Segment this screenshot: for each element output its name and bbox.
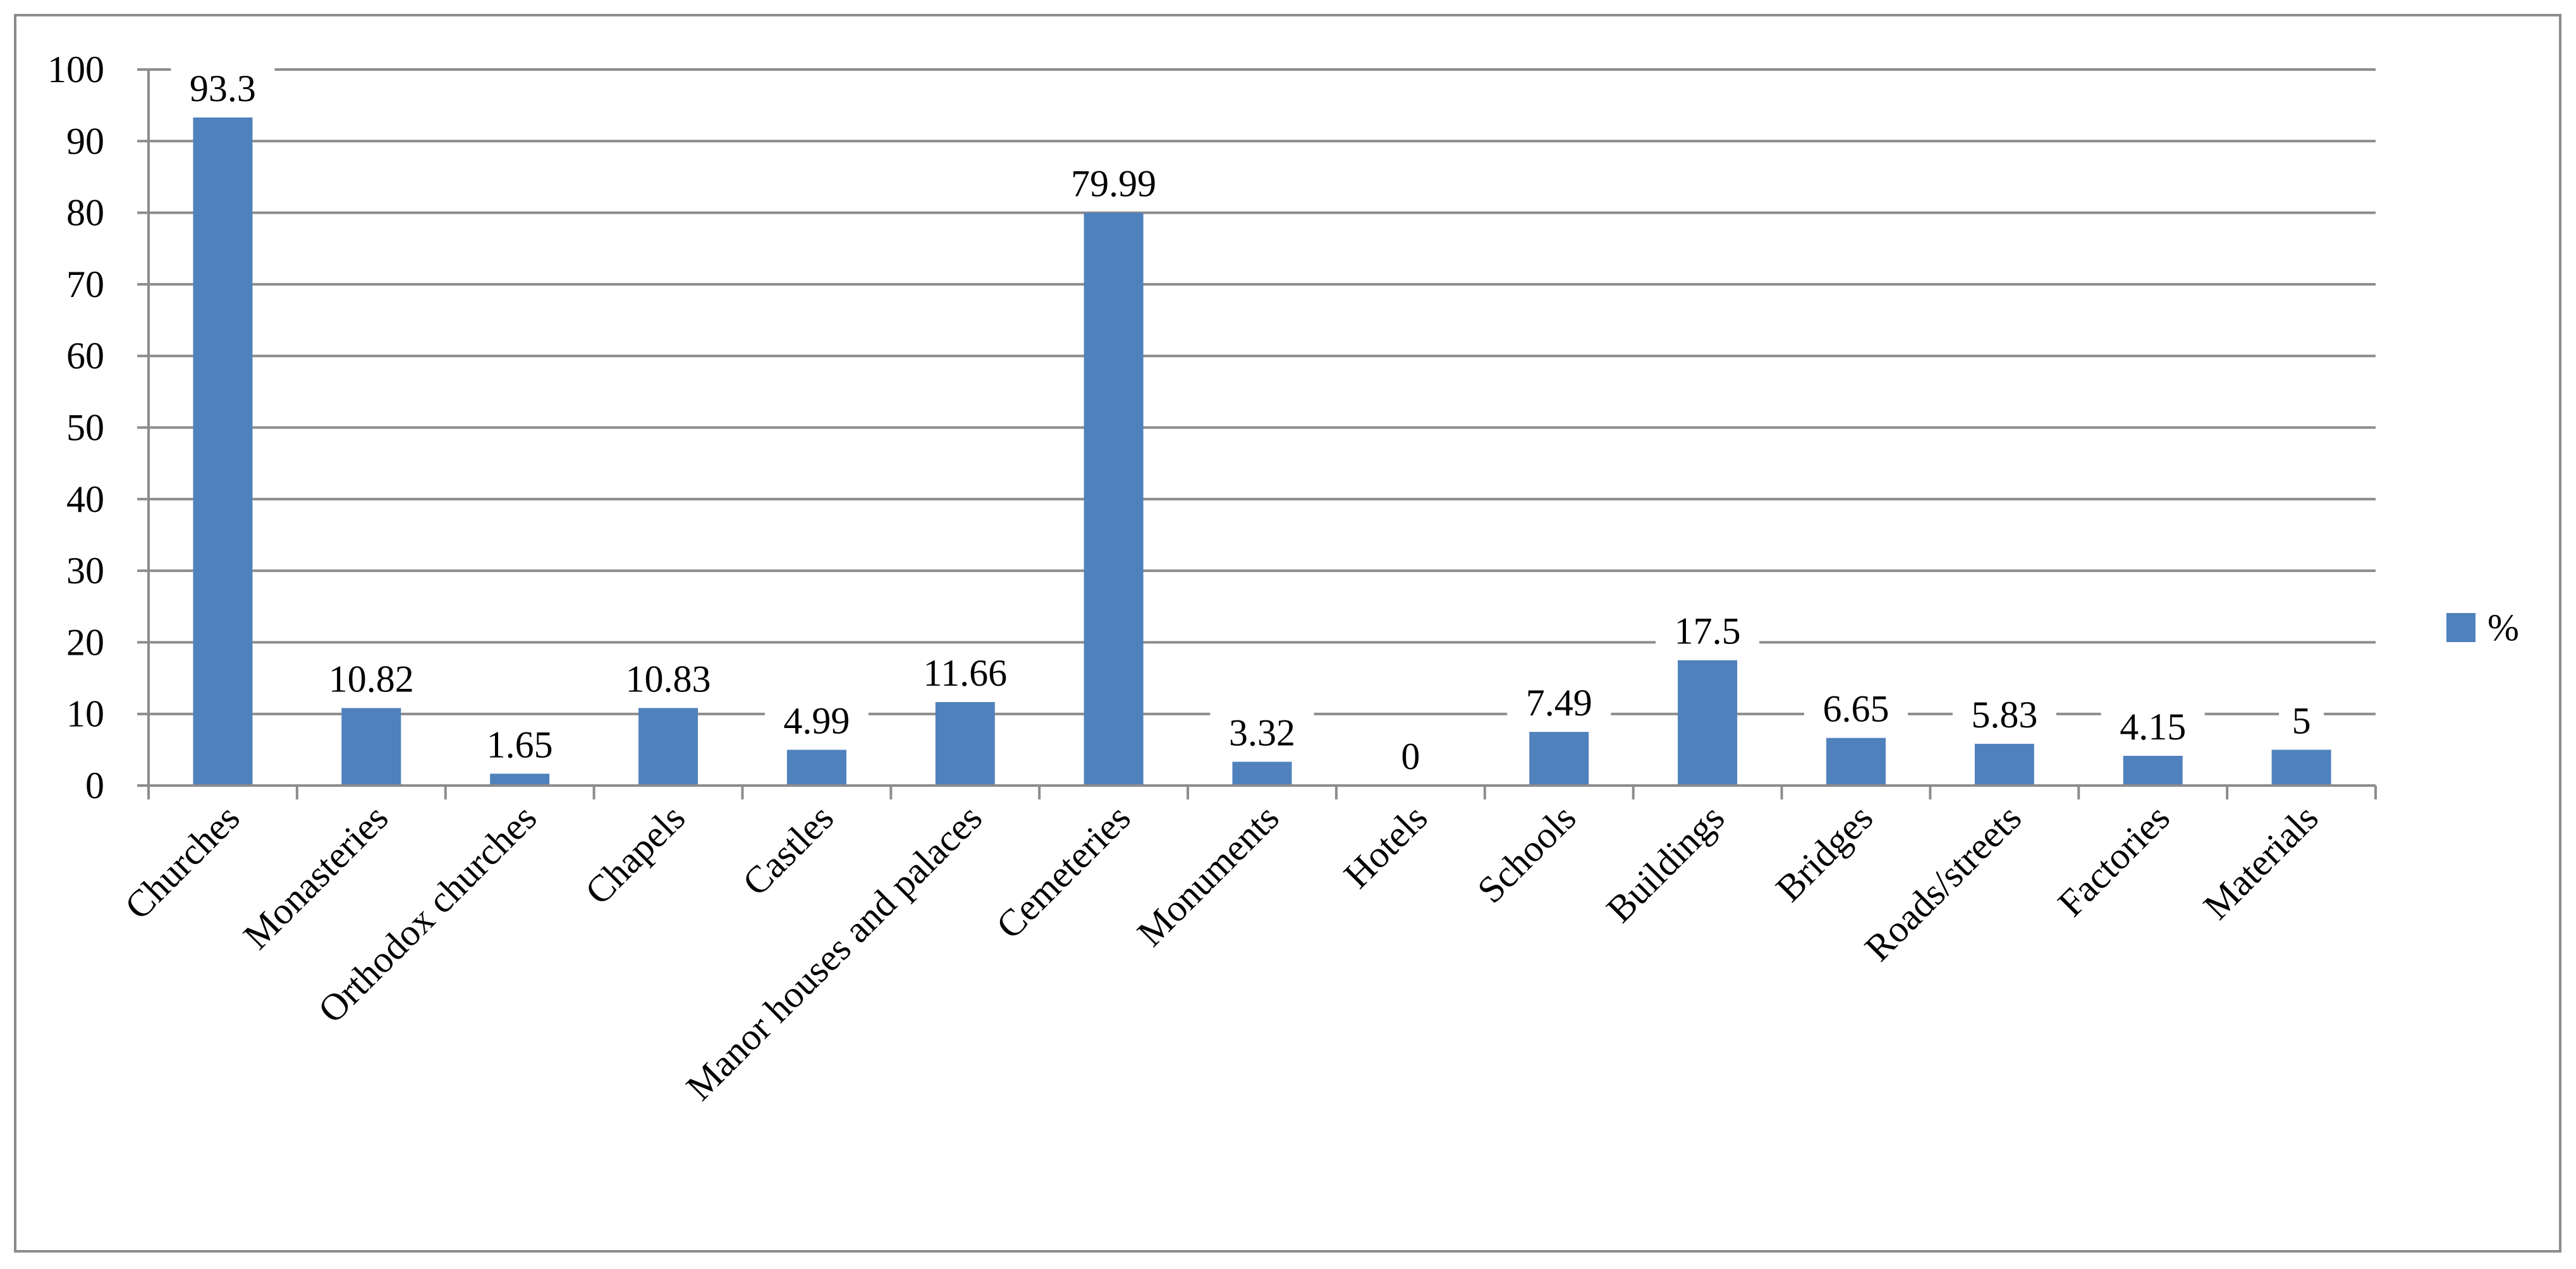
data-label-background (903, 650, 1027, 697)
y-tick-label: 70 (66, 264, 104, 305)
data-label: 10.82 (329, 658, 414, 700)
x-category-label: Chapels (577, 797, 693, 913)
y-tick-label: 100 (47, 49, 104, 90)
bar (1232, 762, 1292, 786)
data-label-background (1952, 691, 2056, 739)
data-label-background (2279, 698, 2324, 745)
data-label-background (1656, 608, 1760, 655)
x-category-label: Manor houses and palaces (678, 797, 990, 1108)
data-label: 3.32 (1229, 712, 1295, 753)
y-tick-label: 40 (66, 478, 104, 520)
data-label: 5 (2292, 700, 2311, 741)
data-label: 17.5 (1675, 610, 1741, 652)
bar (638, 708, 699, 786)
data-label-background (1388, 734, 1433, 780)
x-category-label: Factories (2050, 797, 2178, 925)
data-label-background (764, 698, 869, 745)
data-label: 0 (1401, 736, 1420, 777)
bar (193, 117, 253, 786)
data-label-background (171, 65, 275, 112)
bar (786, 750, 846, 786)
data-label: 4.99 (783, 700, 850, 741)
data-label: 11.66 (923, 652, 1007, 694)
legend: % (2446, 607, 2519, 648)
y-tick-label: 20 (66, 621, 104, 663)
chart-frame (14, 14, 2561, 1253)
bar (1678, 660, 1738, 786)
data-label-background (468, 722, 572, 769)
data-label-background (1507, 680, 1611, 727)
data-label-background (1210, 710, 1314, 757)
data-label-background (1804, 686, 1908, 733)
x-category-label: Monuments (1129, 797, 1286, 954)
gridlines (137, 68, 2376, 787)
x-axis-tick-marks (147, 786, 2377, 799)
y-axis-tick-labels: 0 10 20 30 40 50 60 70 80 90 100 (47, 49, 104, 806)
data-labels: 93.3 10.82 1.65 10.83 4.99 11.66 79.99 3.32 0 7.4… (171, 65, 2324, 780)
bar (1974, 743, 2034, 786)
data-label: 7.49 (1526, 682, 1592, 724)
y-tick-label: 10 (66, 693, 104, 735)
data-label: 10.83 (626, 658, 711, 700)
bars (193, 117, 2331, 786)
data-label: 4.15 (2120, 706, 2186, 748)
data-label-background (606, 656, 730, 703)
y-tick-label: 90 (66, 120, 104, 162)
legend-label: % (2487, 607, 2519, 648)
bar (490, 774, 550, 786)
bar (2123, 755, 2183, 786)
y-tick-label: 60 (66, 335, 104, 377)
x-category-label: Roads/streets (1857, 797, 2029, 969)
bar (341, 708, 401, 786)
x-category-label: Cemeteries (988, 797, 1138, 947)
bar (2271, 750, 2331, 786)
bar (935, 701, 995, 786)
bar (1529, 732, 1589, 786)
x-category-label: Buildings (1599, 797, 1733, 931)
legend-swatch (2446, 613, 2475, 642)
x-category-label: Bridges (1768, 797, 1881, 910)
data-label: 5.83 (1971, 694, 2037, 736)
data-label: 93.3 (190, 68, 256, 109)
bar (1826, 738, 1886, 786)
x-category-label: Materials (2195, 797, 2326, 928)
y-tick-label: 30 (66, 550, 104, 592)
x-category-label: Monasteries (235, 797, 396, 957)
y-tick-label: 0 (85, 765, 104, 806)
y-tick-label: 80 (66, 192, 104, 234)
x-category-label: Churches (117, 797, 248, 928)
data-label: 1.65 (487, 724, 553, 765)
data-label: 6.65 (1822, 688, 1889, 730)
x-category-label: Hotels (1336, 797, 1435, 896)
bar (1084, 212, 1144, 786)
y-tick-label: 50 (66, 407, 104, 449)
x-category-label: Castles (735, 797, 841, 904)
x-category-label: Schools (1469, 797, 1584, 911)
data-label-background (309, 656, 433, 703)
data-label-background (2101, 703, 2205, 751)
data-label-background (1052, 161, 1176, 208)
data-label: 79.99 (1071, 163, 1156, 205)
